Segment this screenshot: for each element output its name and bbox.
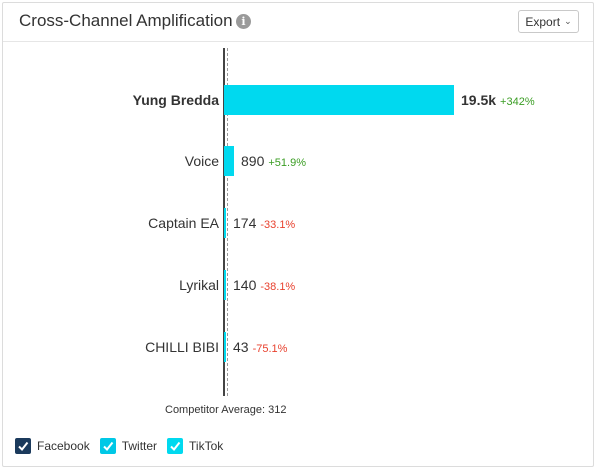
bar-row: Captain EA 174 -33.1%: [0, 208, 596, 238]
bar-value: 174: [233, 215, 257, 231]
change-percent: -75.1%: [252, 343, 288, 355]
bar-value-label: 43 -75.1%: [233, 332, 287, 362]
bar[interactable]: [224, 146, 234, 176]
checkbox-icon[interactable]: [15, 438, 31, 454]
bar-value: 890: [241, 153, 265, 169]
category-label: Captain EA: [148, 215, 219, 231]
category-label: Yung Bredda: [132, 92, 219, 108]
competitor-average-label: Competitor Average: 312: [165, 404, 287, 416]
export-label: Export: [525, 14, 561, 29]
change-percent: -38.1%: [260, 281, 296, 293]
change-percent: -33.1%: [260, 219, 296, 231]
bar[interactable]: [224, 270, 226, 300]
bar-value-label: 140 -38.1%: [233, 270, 295, 300]
card-title: Cross-Channel Amplification: [19, 11, 233, 30]
checkbox-icon[interactable]: [99, 438, 116, 454]
bar-value: 140: [233, 277, 257, 293]
category-label: CHILLI BIBI: [145, 339, 219, 355]
legend-item-facebook[interactable]: Facebook: [15, 438, 90, 454]
bar-value-label: 19.5k +342%: [461, 85, 535, 115]
bar-row: Yung Bredda 19.5k +342%: [0, 85, 596, 115]
export-button[interactable]: Export ⌄: [518, 10, 579, 33]
legend-label: TikTok: [189, 439, 224, 453]
bar[interactable]: [224, 85, 454, 115]
bar-value: 19.5k: [461, 92, 497, 108]
bar-value-label: 174 -33.1%: [233, 208, 295, 238]
card-header: Cross-Channel Amplification i Export ⌄: [3, 3, 593, 42]
chart-legend: Facebook Twitter TikTok: [15, 438, 223, 454]
legend-item-twitter[interactable]: Twitter: [99, 438, 158, 454]
legend-label: Twitter: [121, 439, 158, 453]
bar-row: Lyrikal 140 -38.1%: [0, 270, 596, 300]
legend-item-tiktok[interactable]: TikTok: [167, 438, 223, 454]
change-percent: +51.9%: [268, 157, 306, 169]
bar-row: Voice 890 +51.9%: [0, 146, 596, 176]
bar[interactable]: [224, 208, 226, 238]
bar-value-label: 890 +51.9%: [241, 146, 306, 176]
competitor-average-line: [227, 48, 228, 396]
legend-label: Facebook: [37, 439, 90, 453]
checkbox-icon[interactable]: [167, 438, 184, 454]
info-icon[interactable]: i: [236, 14, 251, 29]
chevron-down-icon: ⌄: [564, 16, 572, 26]
bar-row: CHILLI BIBI 43 -75.1%: [0, 332, 596, 362]
bar-value: 43: [233, 339, 249, 355]
category-label: Lyrikal: [179, 277, 219, 293]
category-label: Voice: [184, 153, 219, 169]
bar[interactable]: [224, 332, 226, 362]
change-percent: +342%: [500, 96, 535, 108]
